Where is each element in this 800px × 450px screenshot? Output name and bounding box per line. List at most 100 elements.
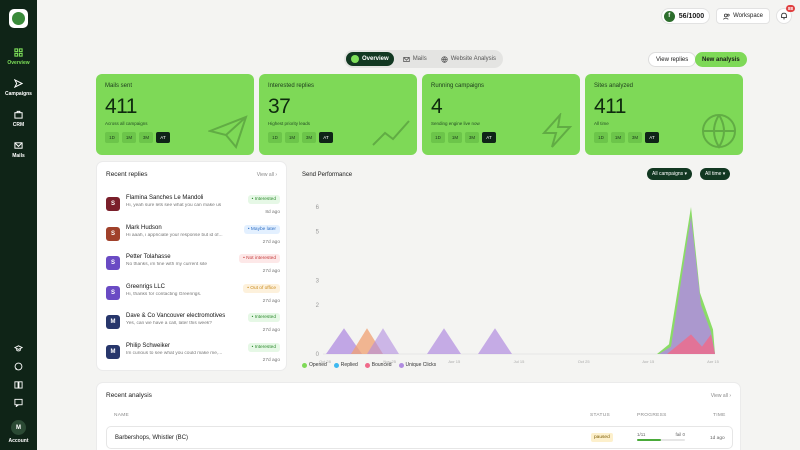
range-1m[interactable]: 1M [122,132,136,143]
range-selector: 1D 1M 3M AT [594,132,734,143]
sidebar-item-crm[interactable]: CRM [13,110,24,128]
reply-content: Flamina Sanches Le Mandoli Hi, yeah sure … [126,195,236,219]
reply-meta: • Not interested 27d ago [239,254,280,274]
credits-counter[interactable]: f 56/1000 [660,8,711,24]
sidebar-item-overview[interactable]: Overview [7,48,30,66]
range-1d[interactable]: 1D [268,132,282,143]
view-all-replies-link[interactable]: View all › [256,171,277,178]
stat-title: Mails sent [105,83,133,89]
status-badge: • Interested [247,195,280,204]
table-row[interactable]: Barbershops, Whistler (BC) paused 1/11 fa… [106,426,733,449]
range-3m[interactable]: 3M [628,132,642,143]
message-square-icon[interactable] [14,398,23,407]
tab-overview[interactable]: Overview [346,52,394,66]
range-1m[interactable]: 1M [448,132,462,143]
range-1d[interactable]: 1D [105,132,119,143]
range-all-time[interactable]: AT [482,132,496,143]
x-tick-label: Oct 28 [319,359,332,363]
list-item[interactable]: S Petter Tolahasse No thanks, im fine with… [106,254,280,278]
app-logo[interactable] [9,9,28,28]
range-3m[interactable]: 3M [139,132,153,143]
reply-meta: • Out of office 27d ago [243,283,280,304]
users-icon [723,13,730,20]
status-badge: paused [591,433,613,442]
range-3m[interactable]: 3M [302,132,316,143]
reply-content: Greenrigs LLC Hi, thanks for contacting G… [126,284,236,308]
list-item[interactable]: S Flamina Sanches Le Mandoli Hi, yeah sure… [106,195,280,219]
range-all-time[interactable]: AT [319,132,333,143]
panel-header: Recent replies View all › [97,162,286,178]
sidebar-item-label: Mails [12,153,25,159]
credits-icon: f [663,10,675,22]
x-tick-label: Nov 25 [383,359,396,363]
legend-swatch [333,362,339,368]
account-label[interactable]: Account [8,438,29,444]
overview-icon [351,55,359,63]
reply-snippet: Hi, thanks for contacting Greenrigs. [126,291,202,297]
range-1m[interactable]: 1M [611,132,625,143]
area-bounced [667,334,715,354]
list-item[interactable]: S Greenrigs LLC Hi, thanks for contacting … [106,283,280,308]
progress-fail: fail 0 [675,432,685,437]
book-icon[interactable] [14,380,23,389]
range-all-time[interactable]: AT [645,132,659,143]
reply-time: 8d ago [265,210,280,215]
range-1d[interactable]: 1D [431,132,445,143]
avatar: S [106,197,120,211]
view-replies-button[interactable]: View replies [648,52,697,67]
status-badge: • Maybe later [243,224,280,234]
reply-content: Mark Hudson Hi aaah, i appriciate your re… [126,225,236,249]
bolt-icon [541,113,573,148]
graduation-cap-icon[interactable] [14,344,23,353]
reply-meta: • Interested 27d ago [247,342,280,363]
chat-icon[interactable] [14,362,23,371]
campaign-filter-dropdown[interactable]: All campaigns ▾ [647,168,693,180]
stat-value: 411 [594,95,626,118]
send-icon [13,79,23,88]
notification-count: 88 [785,5,795,12]
range-1d[interactable]: 1D [594,132,608,143]
reply-content: Petter Tolahasse No thanks, im fine with … [126,254,236,278]
time-filter-dropdown[interactable]: All time ▾ [700,168,731,180]
list-item[interactable]: M Philip Schweiker Im curious to see what … [106,342,280,367]
legend-item: Opened [302,362,327,368]
progress-bar [637,439,685,441]
range-3m[interactable]: 3M [465,132,479,143]
topbar-actions: f 56/1000 Workspace 88 [660,5,795,24]
tab-mails[interactable]: Mails [398,52,432,66]
recent-replies-panel: Recent replies View all › S Flamina Sanch… [96,161,287,371]
range-all-time[interactable]: AT [156,132,170,143]
progress-done: 1/11 [637,432,646,437]
area-unique-clicks [659,216,715,354]
reply-sender: Flamina Sanches Le Mandoli [126,195,204,201]
range-selector: 1D 1M 3M AT [105,132,245,143]
reply-sender: Philip Schweiker [126,342,171,349]
view-all-analysis-link[interactable]: View all › [710,393,731,399]
workspace-button[interactable]: Workspace [716,8,770,24]
progress-cell: 1/11 fail 0 [637,432,685,441]
range-selector: 1D 1M 3M AT [431,132,571,143]
list-item[interactable]: S Mark Hudson Hi aaah, i appriciate your r… [106,224,280,249]
y-tick-label: 6 [316,205,320,211]
avatar[interactable]: M [11,420,26,435]
y-tick-label: 5 [316,230,320,236]
globe-icon [702,114,736,149]
send-performance-panel: Send Performance All campaigns ▾ All tim… [297,163,741,373]
notifications-button[interactable]: 88 [776,5,795,24]
stat-value: 4 [431,95,443,118]
logo-mark [12,12,25,25]
status-badge: • Interested [247,313,280,322]
sidebar-item-campaigns[interactable]: Campaigns [5,79,32,97]
sidebar-item-mails[interactable]: Mails [12,141,25,159]
range-1m[interactable]: 1M [285,132,299,143]
stat-card-mails-sent: Mails sent 411 Across all campaigns 1D 1M… [96,74,254,155]
tab-website-analysis[interactable]: Website Analysis [436,52,501,66]
new-analysis-button[interactable]: New analysis [695,52,747,67]
legend-swatch [364,362,370,368]
paper-plane-icon [208,115,248,149]
range-selector: 1D 1M 3M AT [268,132,408,143]
list-item[interactable]: M Dave & Co Vancouver electromotives Yes, … [106,313,280,337]
reply-time: 27d ago [262,298,280,304]
credits-value: 56/1000 [678,12,705,20]
sidebar: Overview Campaigns CRM Mails M Account [0,0,37,450]
